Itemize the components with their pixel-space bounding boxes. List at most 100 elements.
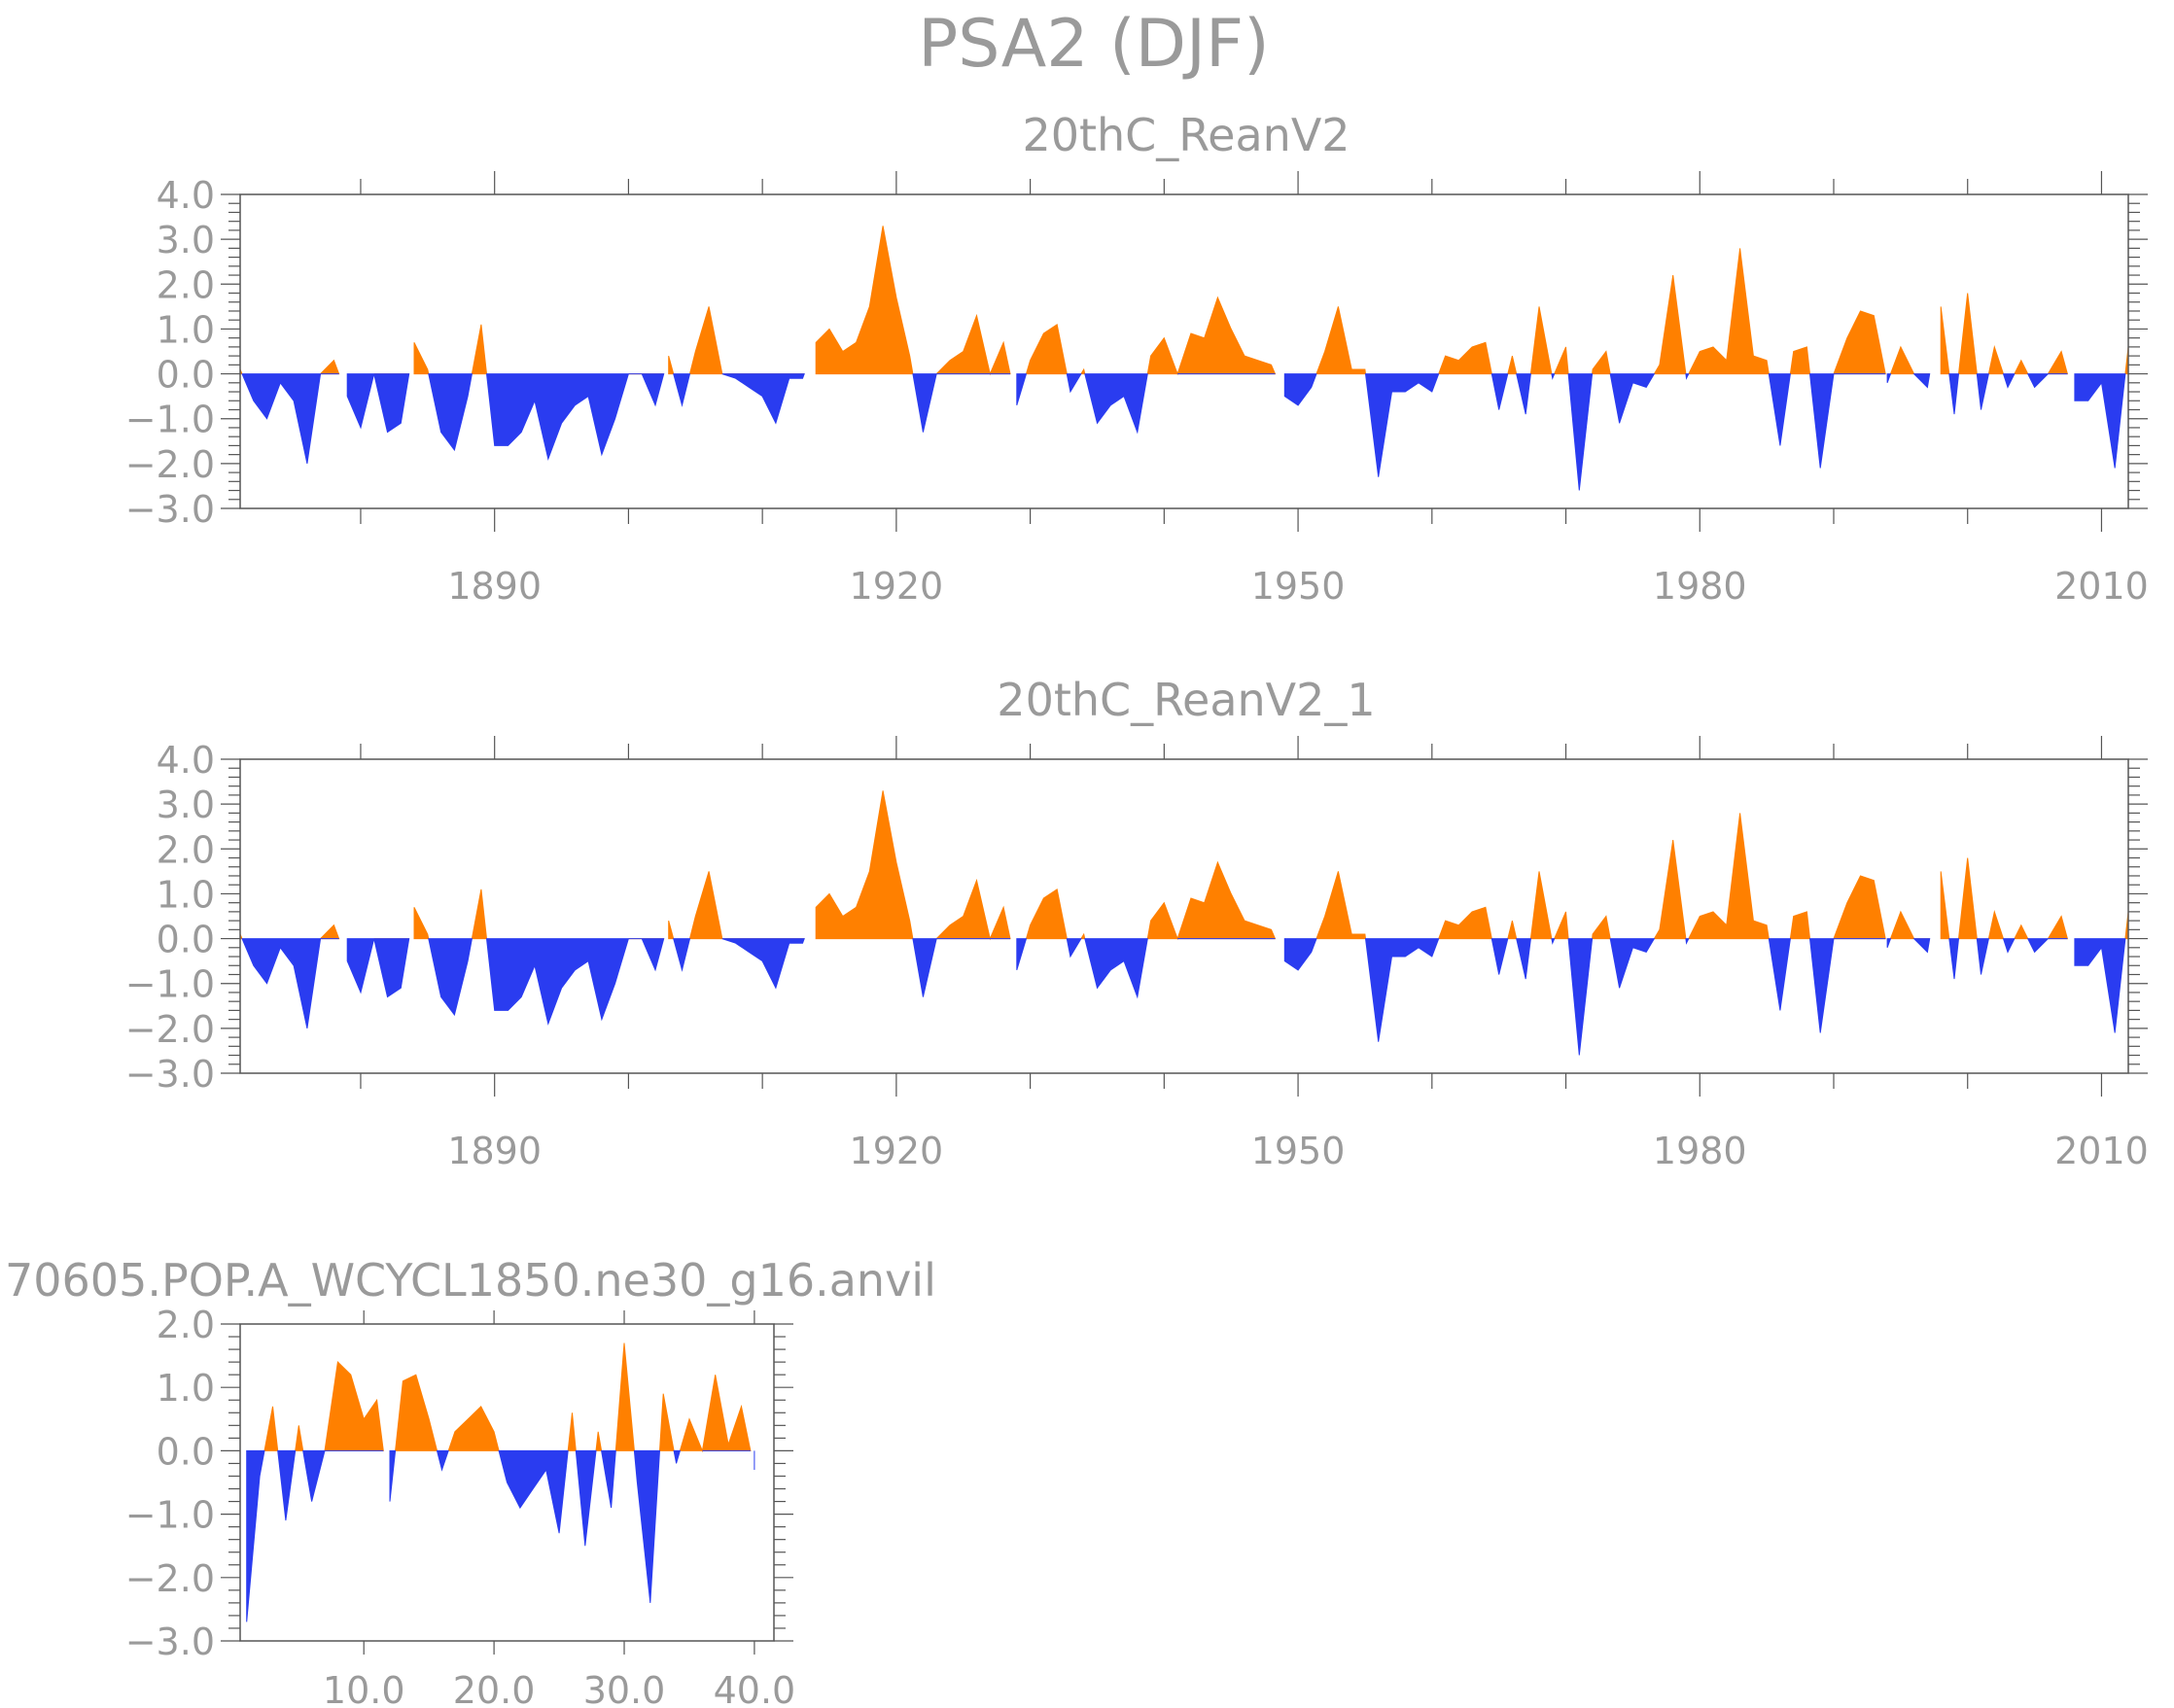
positive-area [1553, 911, 1569, 940]
positive-area [1146, 296, 1277, 376]
positive-area [1940, 306, 1950, 375]
negative-area [1084, 373, 1148, 435]
axes: 2.0 1.0 0.0 −1.0 −2.0 −3.0 10.0 20.0 30.0 40.0 [125, 1304, 796, 1708]
series-area [246, 1342, 755, 1622]
y-tick-label: −3.0 [125, 1621, 215, 1663]
positive-area [1592, 915, 1611, 940]
positive-area [319, 924, 340, 940]
x-tick-label: 20.0 [453, 1669, 536, 1708]
y-tick-label: 2.0 [157, 828, 215, 871]
panel-title: 70605.POP.A_WCYCL1850.ne30_g16.anvil [5, 1254, 936, 1307]
negative-area [575, 1449, 597, 1547]
y-tick-label: 4.0 [157, 739, 215, 782]
positive-area [1833, 310, 1886, 375]
negative-area [1283, 938, 1317, 971]
positive-area [413, 907, 430, 940]
negative-area [1364, 938, 1440, 1042]
positive-area [471, 324, 488, 375]
positive-area [2047, 915, 2069, 940]
negative-area [241, 938, 339, 1029]
positive-area [1889, 345, 1930, 375]
axes: 4.03.02.01.00.0−1.0−2.0−3.0 1890 1920 1950 1… [125, 171, 2149, 608]
x-tick-label: 40.0 [714, 1669, 796, 1708]
negative-area [2026, 373, 2068, 389]
x-tick-label: 1950 [1251, 565, 1346, 608]
positive-area [1833, 875, 1886, 940]
positive-area [1437, 341, 1492, 375]
negative-area [346, 373, 410, 434]
positive-area [934, 313, 1011, 376]
negative-area [721, 938, 805, 990]
y-tick-label: 2.0 [157, 1304, 215, 1346]
negative-area [1516, 938, 1531, 980]
x-tick-label: 1980 [1653, 565, 1747, 608]
negative-area [302, 1449, 384, 1502]
positive-area [1025, 888, 1068, 940]
positive-area [1940, 871, 1950, 940]
positive-area [295, 1425, 304, 1451]
y-tick-label: 1.0 [157, 1367, 215, 1410]
positive-area [1653, 840, 1687, 940]
positive-area [1315, 306, 1367, 375]
y-tick-label: 4.0 [157, 174, 215, 217]
negative-area [1551, 373, 1556, 380]
negative-area [241, 373, 339, 465]
positive-area [1437, 906, 1492, 940]
positive-area [614, 1342, 635, 1451]
y-tick-label: −3.0 [125, 488, 215, 531]
negative-area [428, 938, 473, 1017]
negative-area [1912, 373, 1931, 389]
positive-area [1687, 813, 1770, 940]
positive-area [934, 878, 1011, 941]
positive-area [1957, 857, 1978, 940]
negative-area [1886, 938, 1892, 948]
positive-area [668, 355, 675, 375]
x-tick-label: 1890 [447, 565, 542, 608]
y-tick-label: 1.0 [157, 873, 215, 916]
negative-area [485, 938, 665, 1026]
positive-area [567, 1412, 577, 1451]
negative-area [912, 373, 1010, 433]
negative-area [1976, 938, 1990, 975]
positive-area [668, 920, 675, 940]
negative-area [912, 938, 1010, 997]
positive-area [1957, 293, 1978, 375]
negative-area [673, 1449, 682, 1464]
negative-area [2002, 938, 2016, 954]
positive-area [688, 306, 805, 375]
negative-area [1283, 373, 1317, 406]
positive-area [2014, 359, 2029, 375]
positive-area [1529, 871, 1553, 940]
positive-area [2047, 350, 2069, 375]
negative-area [1768, 938, 1791, 1011]
x-tick-label: 1920 [850, 565, 944, 608]
y-tick-label: −3.0 [125, 1053, 215, 1096]
negative-area [2002, 373, 2016, 389]
y-tick-label: 3.0 [157, 784, 215, 826]
negative-area [673, 373, 691, 407]
negative-area [1016, 373, 1028, 406]
negative-area [1016, 938, 1028, 971]
axes: 4.03.02.01.00.0−1.0−2.0−3.0 1890 1920 1950 1… [125, 736, 2149, 1172]
positive-area [815, 790, 914, 940]
positive-area [1146, 860, 1277, 941]
x-tick-label: 30.0 [583, 1669, 666, 1708]
negative-area [1948, 373, 1960, 415]
positive-area [1889, 910, 1930, 940]
y-tick-label: −2.0 [125, 1008, 215, 1051]
figure-title: PSA2 (DJF) [918, 6, 1269, 83]
positive-area [395, 1374, 438, 1451]
negative-area [1490, 373, 1509, 410]
positive-area [263, 1406, 279, 1451]
positive-area [319, 359, 340, 375]
positive-area [1789, 346, 1811, 375]
series-area [239, 226, 2129, 491]
x-tick-label: 1980 [1653, 1130, 1747, 1172]
negative-area [1912, 938, 1931, 954]
negative-area [1516, 373, 1531, 415]
positive-area [1507, 920, 1518, 940]
positive-area [1507, 355, 1518, 375]
x-tick-label: 1920 [850, 1130, 944, 1172]
negative-area [246, 1449, 265, 1622]
